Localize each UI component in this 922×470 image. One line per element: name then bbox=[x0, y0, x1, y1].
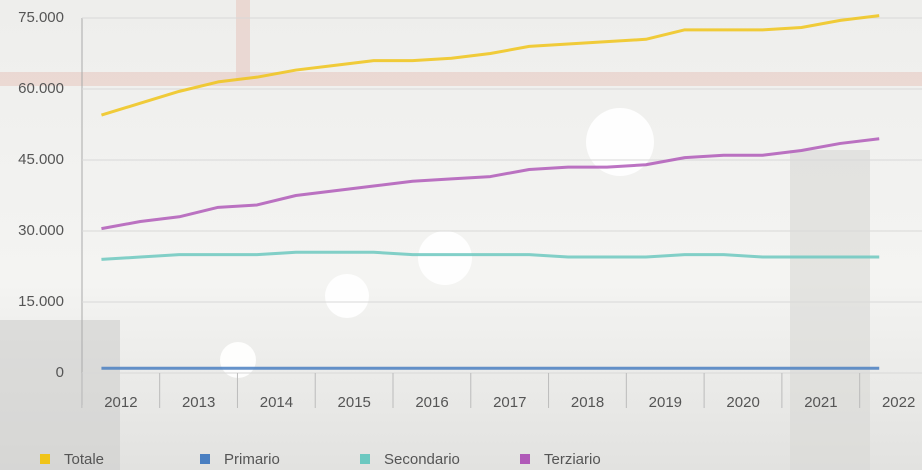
legend-label: Terziario bbox=[544, 451, 601, 468]
series-line bbox=[101, 250, 880, 261]
x-tick-label: 2017 bbox=[493, 394, 526, 411]
y-tick-label: 75.000 bbox=[18, 9, 64, 26]
y-tick-label: 0 bbox=[56, 364, 64, 381]
lamp bbox=[586, 108, 654, 176]
pipe bbox=[0, 72, 922, 86]
x-tick-label: 2013 bbox=[182, 394, 215, 411]
x-tick-label: 2022 bbox=[882, 394, 915, 411]
x-tick-label: 2019 bbox=[649, 394, 682, 411]
legend-swatch bbox=[40, 454, 50, 464]
legend-swatch bbox=[200, 454, 210, 464]
lamp bbox=[325, 274, 369, 318]
x-tick-label: 2016 bbox=[415, 394, 448, 411]
pipe bbox=[236, 0, 250, 80]
legend-swatch bbox=[520, 454, 530, 464]
legend-swatch bbox=[360, 454, 370, 464]
legend-label: Totale bbox=[64, 451, 104, 468]
series-line bbox=[101, 137, 880, 231]
y-tick-label: 45.000 bbox=[18, 151, 64, 168]
y-tick-label: 15.000 bbox=[18, 293, 64, 310]
x-tick-label: 2012 bbox=[104, 394, 137, 411]
x-tick-label: 2014 bbox=[260, 394, 293, 411]
series-line bbox=[101, 14, 880, 117]
y-tick-label: 30.000 bbox=[18, 222, 64, 239]
lamp bbox=[418, 231, 472, 285]
wall bbox=[0, 320, 120, 470]
x-tick-label: 2018 bbox=[571, 394, 604, 411]
x-tick-label: 2020 bbox=[726, 394, 759, 411]
y-tick-label: 60.000 bbox=[18, 80, 64, 97]
door bbox=[790, 150, 870, 470]
x-tick-label: 2015 bbox=[338, 394, 371, 411]
legend-label: Secondario bbox=[384, 451, 460, 468]
x-tick-label: 2021 bbox=[804, 394, 837, 411]
legend-label: Primario bbox=[224, 451, 280, 468]
